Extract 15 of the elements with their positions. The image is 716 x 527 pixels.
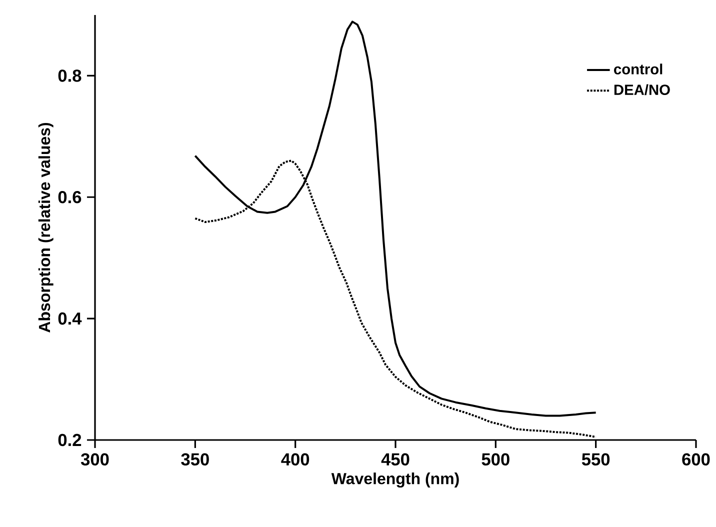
x-tick-label: 450 (381, 453, 410, 466)
x-tick-label: 300 (80, 453, 109, 466)
x-tick-label: 500 (482, 453, 510, 466)
x-tick-label: 600 (682, 453, 710, 466)
y-tick-label: 0.8 (58, 70, 82, 82)
legend-label: DEA/NO (614, 84, 670, 96)
y-axis-title: Absorption (relative values) (38, 122, 54, 332)
y-tick-label: 0.6 (58, 190, 82, 204)
x-axis-title: Wavelength (nm) (331, 472, 459, 488)
x-tick-label: 350 (181, 453, 209, 466)
legend-label: control (614, 64, 662, 74)
y-tick-label: 0.4 (58, 312, 82, 325)
x-tick-label: 400 (281, 453, 310, 466)
x-tick-label: 550 (582, 453, 610, 466)
y-tick-label: 0.2 (58, 434, 82, 446)
